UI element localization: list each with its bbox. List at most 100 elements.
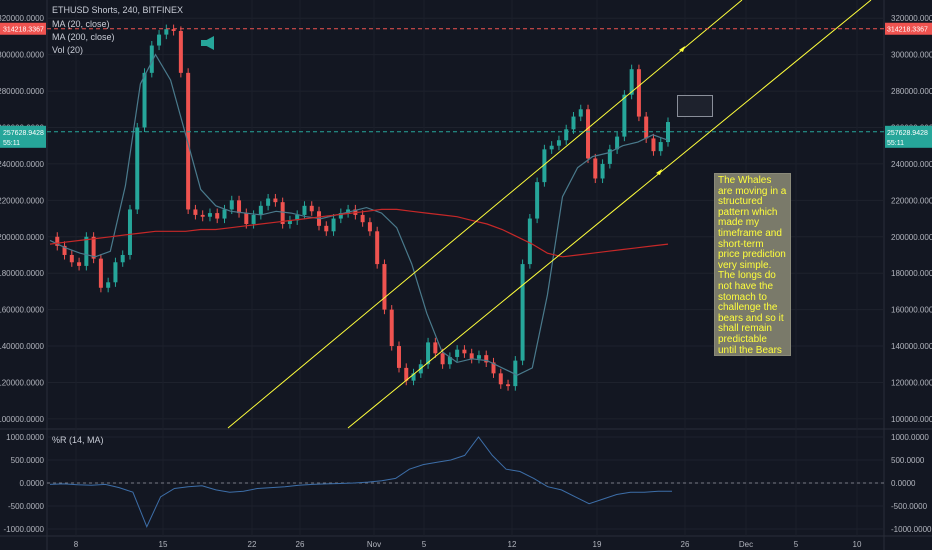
y-tick-left: 240000.0000: [0, 160, 45, 169]
candle-body: [593, 158, 598, 179]
candle-body: [171, 29, 176, 31]
channel-lower-arrow: [656, 169, 662, 175]
candle-body: [622, 94, 627, 137]
candle-body: [186, 72, 191, 210]
ma200-legend[interactable]: MA (200, close): [52, 32, 115, 42]
candle-body: [84, 236, 89, 266]
x-tick-label: 15: [159, 540, 168, 549]
high-price-label-left: 314218.3367: [3, 27, 44, 34]
high-price-tag-left: [0, 22, 46, 35]
candle-body: [200, 214, 205, 217]
candle-body: [69, 254, 74, 263]
y-tick-right: 120000.0000: [891, 378, 932, 387]
arrow-left-icon: [201, 36, 214, 50]
candle-body: [367, 222, 372, 232]
current-time-label-right: 55:11: [887, 140, 904, 147]
candle-body: [542, 149, 547, 183]
channel-upper-arrow: [679, 46, 685, 52]
y-tick-left: 280000.0000: [0, 87, 45, 96]
candle-body: [164, 29, 169, 35]
candle-body: [77, 262, 82, 266]
candle-body: [251, 214, 256, 225]
osc-tick-left: 0.0000: [20, 479, 45, 488]
candle-body: [157, 34, 162, 46]
candle-body: [142, 72, 147, 128]
candle-body: [462, 349, 467, 354]
ma20-line: [49, 53, 669, 376]
y-tick-right: 180000.0000: [891, 269, 932, 278]
y-tick-left: 180000.0000: [0, 269, 45, 278]
ma20-legend[interactable]: MA (20, close): [52, 19, 110, 29]
candle-body: [447, 356, 452, 365]
candle-body: [302, 205, 307, 215]
candle-body: [135, 127, 140, 210]
candle-body: [295, 214, 300, 221]
x-tick-label: 8: [74, 540, 79, 549]
candle-body: [106, 282, 111, 288]
candle-body: [498, 373, 503, 385]
y-tick-left: 140000.0000: [0, 342, 45, 351]
candle-body: [404, 367, 409, 381]
y-tick-left: 100000.0000: [0, 415, 45, 424]
candle-body: [607, 149, 612, 164]
osc-tick-left: -500.0000: [8, 502, 45, 511]
candle-body: [91, 236, 96, 259]
osc-tick-right: -500.0000: [891, 502, 928, 511]
y-tick-left: 120000.0000: [0, 378, 45, 387]
candle-body: [55, 236, 60, 246]
current-time-label-left: 55:11: [3, 140, 20, 147]
candle-body: [396, 346, 401, 368]
osc-tick-right: 0.0000: [891, 479, 916, 488]
candle-body: [120, 254, 125, 263]
y-tick-right: 160000.0000: [891, 306, 932, 315]
candle-body: [666, 122, 670, 143]
y-tick-left: 320000.0000: [0, 14, 45, 23]
candle-body: [629, 69, 634, 95]
channel-upper-line: [227, 0, 743, 429]
x-tick-label: 26: [296, 540, 305, 549]
candle-body: [535, 182, 540, 219]
candle-body: [287, 220, 292, 225]
candle-body: [258, 205, 263, 215]
y-tick-left: 200000.0000: [0, 233, 45, 242]
candle-body: [309, 205, 314, 212]
candle-body: [382, 264, 387, 310]
x-tick-label: 26: [681, 540, 690, 549]
candle-body: [549, 145, 554, 150]
candle-body: [229, 200, 234, 210]
candle-body: [600, 163, 605, 179]
candle-body: [433, 342, 438, 354]
candle-body: [244, 213, 249, 225]
candle-body: [273, 198, 278, 203]
annotation-note[interactable]: The Whales are moving in a structured pa…: [714, 173, 791, 356]
candle-body: [484, 355, 489, 363]
oscillator-legend[interactable]: %R (14, MA): [52, 435, 104, 445]
osc-tick-right: -1000.0000: [891, 525, 932, 534]
candle-body: [266, 198, 271, 206]
candle-body: [615, 136, 620, 150]
y-tick-right: 100000.0000: [891, 415, 932, 424]
candle-body: [455, 349, 460, 357]
candle-body: [651, 138, 656, 152]
y-tick-left: 160000.0000: [0, 306, 45, 315]
x-tick-label: 10: [853, 540, 862, 549]
x-tick-label: 5: [794, 540, 799, 549]
y-tick-left: 300000.0000: [0, 51, 45, 60]
price-tag-right: [885, 125, 932, 148]
candle-body: [113, 262, 118, 283]
high-price-label-right: 314218.3367: [887, 27, 928, 34]
osc-tick-left: 1000.0000: [6, 433, 44, 442]
candle-body: [520, 264, 525, 361]
x-tick-label: 19: [593, 540, 602, 549]
candle-body: [658, 142, 663, 152]
empty-annotation-box[interactable]: [677, 95, 713, 117]
candle-body: [346, 209, 351, 214]
y-tick-right: 220000.0000: [891, 196, 932, 205]
candle-body: [98, 258, 103, 288]
candle-body: [389, 309, 394, 347]
candle-body: [636, 69, 641, 117]
candle-body: [127, 209, 132, 255]
vol-legend[interactable]: Vol (20): [52, 45, 84, 55]
x-tick-label: Dec: [739, 540, 753, 549]
candle-body: [491, 362, 496, 374]
